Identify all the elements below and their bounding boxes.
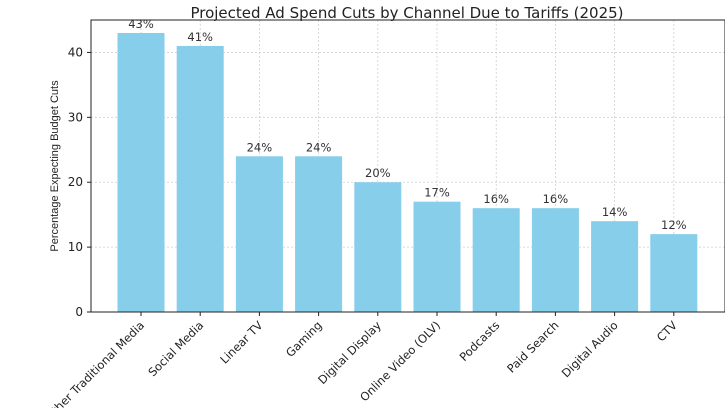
y-tick-label: 30: [68, 110, 83, 124]
bar: [117, 32, 165, 312]
y-tick-label: 0: [75, 305, 83, 319]
data-label: 20%: [365, 166, 391, 180]
x-tick-label: Podcasts: [457, 318, 503, 364]
x-tick-label: Social Media: [145, 318, 206, 379]
bar: [531, 208, 579, 312]
data-label: 41%: [187, 30, 213, 44]
x-tick-label: Other Traditional Media: [42, 318, 147, 408]
data-label: 16%: [483, 192, 509, 206]
data-label: 12%: [661, 218, 687, 232]
y-axis-ticks: 0 10 20 30 40: [68, 45, 91, 319]
bar: [354, 182, 402, 312]
x-tick-label: Digital Audio: [559, 318, 621, 380]
plot-frame: [90, 19, 725, 313]
bar: [235, 156, 283, 312]
bar: [413, 201, 461, 312]
bar: [295, 156, 343, 312]
data-label: 24%: [247, 140, 273, 154]
bar: [591, 221, 639, 312]
bar: [472, 208, 520, 312]
data-label: 17%: [424, 186, 450, 200]
y-tick-label: 40: [68, 45, 83, 59]
x-tick-label: Paid Search: [504, 318, 561, 375]
y-tick-label: 10: [68, 240, 83, 254]
bar: [650, 234, 698, 312]
data-label: 16%: [543, 192, 569, 206]
data-label: 43%: [128, 17, 154, 31]
bars-layer: [117, 32, 698, 312]
data-label: 24%: [306, 140, 332, 154]
y-tick-label: 20: [68, 175, 83, 189]
x-tick-label: CTV: [654, 318, 680, 344]
bar: [176, 45, 224, 312]
y-axis-label: Percentage Expecting Budget Cuts: [49, 80, 61, 252]
x-tick-label: Linear TV: [217, 318, 265, 366]
data-label: 14%: [602, 205, 628, 219]
x-tick-label: Gaming: [283, 318, 325, 360]
chart-title: Projected Ad Spend Cuts by Channel Due t…: [190, 4, 623, 22]
